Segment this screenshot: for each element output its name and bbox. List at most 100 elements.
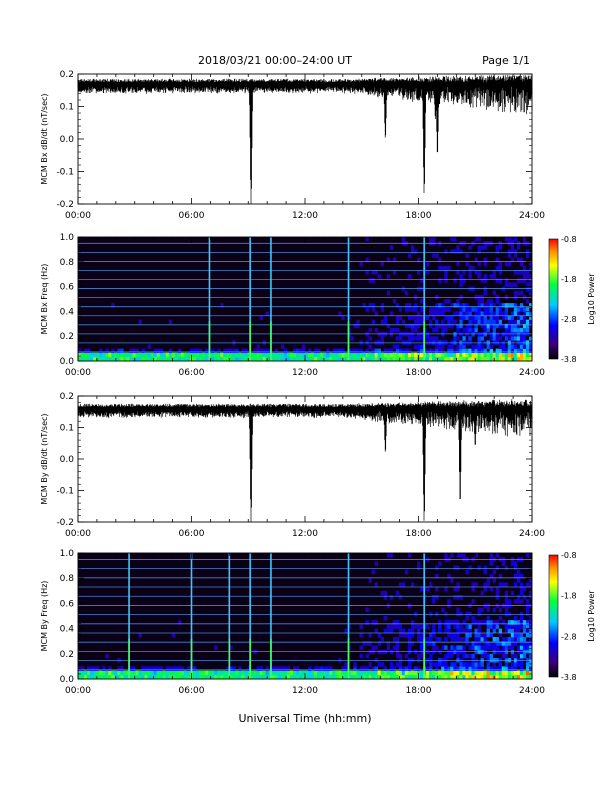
spectrogram-cell — [180, 670, 185, 676]
spectrogram-cell — [453, 332, 457, 337]
spectrogram-cell — [320, 352, 324, 358]
spectrogram-cell — [277, 356, 282, 362]
spectrogram-cell — [283, 356, 288, 362]
spectrogram-cell — [441, 265, 445, 271]
spectrogram-cell — [332, 674, 336, 680]
spectrogram-cell — [456, 595, 460, 600]
spectrogram-cell — [504, 327, 509, 333]
spectrogram-cell — [477, 336, 481, 341]
spectrogram-cell — [438, 670, 442, 676]
spectrogram-cell — [286, 352, 291, 358]
spectrogram-cell — [371, 270, 375, 275]
spectrogram-cell — [226, 356, 230, 362]
spectrogram-cell — [301, 348, 306, 354]
spectrogram-cell — [289, 670, 294, 676]
spectrogram-cell — [120, 670, 124, 676]
spectrogram-cell — [510, 332, 515, 337]
spectrogram-cell — [141, 348, 145, 354]
colorbar-tick-label: -3.8 — [561, 355, 577, 364]
spectrogram-cell — [486, 607, 490, 613]
spectrogram-cell — [432, 595, 436, 600]
spectrogram-cell — [507, 303, 512, 308]
spectrogram-cell — [295, 674, 300, 680]
spectrogram-cell — [489, 632, 493, 638]
spectrogram-cell — [492, 336, 496, 341]
spectrogram-cell — [468, 319, 472, 325]
spectrogram-cell — [138, 352, 142, 358]
spectrogram-cell — [177, 356, 182, 362]
spectrogram-cell — [217, 674, 221, 680]
spectrogram-cell — [465, 569, 469, 575]
spectrogram-cell — [217, 348, 221, 354]
spectrogram-cell — [389, 628, 394, 634]
spectrogram-cell — [395, 344, 400, 349]
colorbar-tick-label: -1.8 — [561, 592, 577, 601]
spectrogram-cell — [429, 632, 433, 638]
spectrogram-cell — [459, 356, 463, 362]
spectrogram-cell — [525, 282, 530, 287]
spectrogram-cell — [435, 645, 439, 650]
spectrogram-cell — [398, 336, 403, 341]
spectrogram-cell — [438, 352, 442, 358]
spectrogram-cell — [420, 352, 424, 358]
spectrogram-cell — [398, 670, 403, 676]
spectrogram-cell — [462, 348, 466, 354]
spectrogram-cell — [432, 336, 436, 341]
spectrogram-cell — [320, 674, 324, 680]
spectrogram-cell — [507, 666, 512, 671]
spectrogram-cell — [495, 307, 500, 312]
spectrogram-cell — [459, 278, 463, 283]
spectrogram-cell — [489, 620, 493, 625]
spectrogram-cell — [426, 649, 430, 655]
y-tick-label: 0.1 — [60, 424, 74, 434]
spectrogram-cell — [420, 649, 424, 655]
spectrogram-cell — [462, 307, 466, 312]
spectrogram-cell — [501, 649, 506, 655]
spectrogram-cell — [450, 348, 454, 354]
spectrogram-cell — [462, 653, 466, 659]
y-tick-label: 0.6 — [60, 283, 75, 293]
spectrogram-cell — [492, 649, 496, 655]
spectrogram-cell — [365, 356, 369, 362]
spectrogram-cell — [416, 344, 421, 349]
spectrogram-cell — [362, 666, 366, 671]
spectrogram-cell — [404, 674, 409, 680]
spectrogram-cell — [516, 245, 521, 250]
spectrogram-cell — [510, 245, 515, 250]
spectrogram-cell — [447, 632, 451, 638]
spectrogram-cell — [465, 315, 469, 320]
spectrogram-cell — [383, 356, 388, 362]
y-axis-label: MCM Bx dB/dt (nT/sec) — [40, 93, 49, 184]
spectrogram-cell — [444, 356, 448, 362]
spectrogram-cell — [483, 323, 487, 329]
spectrogram-cell — [153, 352, 157, 358]
spectrogram-cell — [468, 307, 472, 312]
spectrogram-cell — [404, 323, 409, 329]
spectrogram-cell — [507, 356, 512, 362]
spectrogram-cell — [277, 670, 282, 676]
spectrogram-cell — [468, 323, 472, 329]
spectrogram-cell — [456, 628, 460, 634]
spectrogram-cell — [386, 645, 391, 650]
spectrogram-cell — [510, 653, 515, 659]
spectrogram-cell — [486, 662, 490, 667]
spectrogram-cell — [174, 352, 179, 358]
spectrogram-cell — [371, 645, 375, 650]
spectrogram-cell — [495, 315, 500, 320]
colorbar-tick-label: -2.8 — [561, 632, 577, 641]
spectrogram-cell — [432, 352, 436, 358]
spectrogram-cell — [525, 674, 530, 680]
spectrogram-cell — [81, 674, 85, 680]
spectrogram-cell — [81, 356, 85, 362]
spectrogram-cell — [489, 641, 493, 646]
spectrogram-cell — [495, 590, 500, 596]
spectrogram-cell — [105, 674, 109, 680]
spectrogram-cell — [462, 315, 466, 320]
spectrogram-cell — [513, 628, 518, 634]
spectrogram-cell — [241, 348, 245, 354]
spectrogram-cell — [525, 274, 530, 279]
spectrogram-cell — [401, 670, 406, 676]
spectrogram-cell — [459, 649, 463, 655]
spectrogram-cell — [507, 344, 512, 349]
spectrogram-cell — [410, 327, 415, 333]
